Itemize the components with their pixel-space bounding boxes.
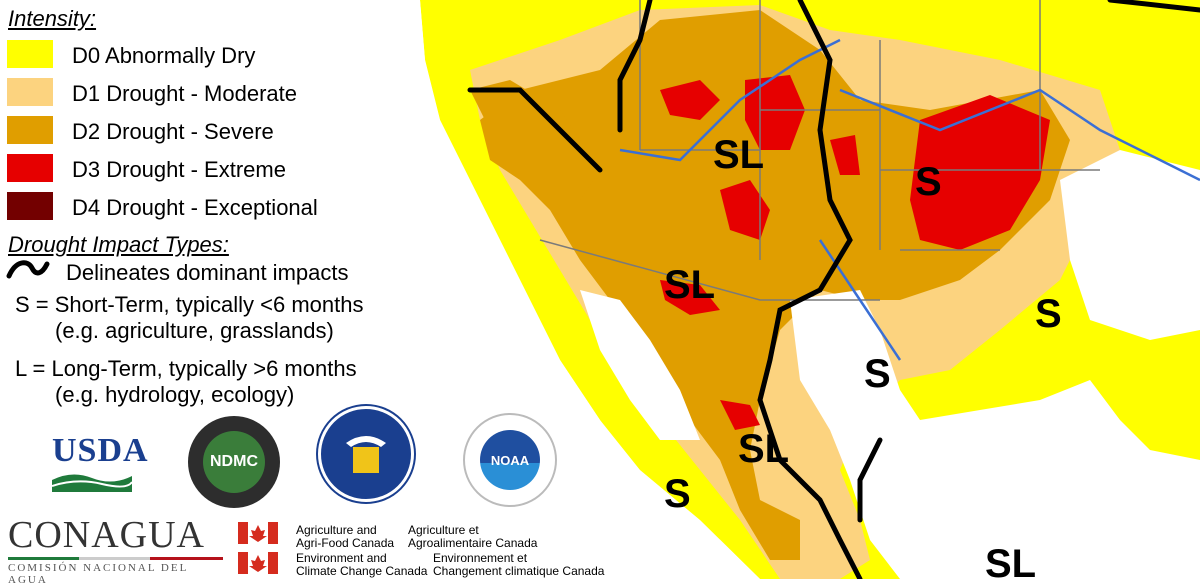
swatch-d2 — [7, 116, 53, 144]
none-texas — [1060, 150, 1200, 340]
ndmc-wordmark: NDMC — [203, 431, 265, 493]
intensity-heading: Intensity: — [8, 6, 97, 31]
impact-label-sl: SL — [713, 133, 765, 177]
impact-label-s: S — [915, 160, 942, 204]
impact-heading: Drought Impact Types: — [8, 232, 229, 257]
conagua-logo: CONAGUA COMISIÓN NACIONAL DEL AGUA — [8, 514, 223, 586]
canada-flag-icon — [238, 552, 278, 574]
ndmc-logo: NDMC — [188, 416, 280, 508]
d3-arizona — [720, 180, 770, 240]
d3-plains — [910, 95, 1050, 250]
long-term-label: L = Long-Term, typically >6 months — [15, 356, 357, 381]
d3-sinaloa — [720, 400, 760, 430]
usda-wordmark: USDA — [52, 432, 149, 469]
legend-label-d3: D3 Drought - Extreme — [72, 157, 286, 182]
conagua-subtitle: COMISIÓN NACIONAL DEL AGUA — [8, 562, 188, 586]
impact-label-sl: SL — [664, 263, 716, 307]
d2-cal — [470, 80, 600, 200]
swatch-d1 — [7, 78, 53, 106]
swatch-d3 — [7, 154, 53, 182]
short-term-label: S = Short-Term, typically <6 months — [15, 292, 364, 317]
swatch-d4 — [7, 192, 53, 220]
none-mexico — [790, 290, 1200, 579]
usda-logo: USDA — [51, 432, 149, 492]
long-term-definition: L = Long-Term, typically >6 months (e.g.… — [15, 356, 357, 408]
legend-label-d1: D1 Drought - Moderate — [72, 81, 297, 106]
conagua-stripe — [8, 557, 223, 560]
canada-flag-icon — [238, 522, 278, 544]
long-term-example: (e.g. hydrology, ecology) — [55, 382, 295, 407]
noaa-logo: NOAA — [463, 413, 557, 507]
impact-label-sl: SL — [985, 542, 1037, 586]
usda-hills-icon — [51, 474, 133, 492]
swatch-d0 — [7, 40, 53, 68]
canada-agri-en: Agriculture and Agri-Food Canada — [296, 523, 395, 550]
d3-sonora — [660, 280, 720, 315]
delineates-label: Delineates dominant impacts — [66, 260, 349, 285]
impact-label-s: S — [864, 352, 891, 396]
department-of-commerce-seal — [318, 406, 414, 502]
canada-agri-fr: Agriculture et Agroalimentaire Canada — [408, 523, 538, 550]
impact-label-sl: SL — [738, 427, 790, 471]
impact-label-s: S — [664, 472, 691, 516]
ocean — [0, 0, 760, 579]
canada-logos: Agriculture and Agri-Food Canada Agricul… — [238, 522, 658, 578]
canada-env-fr: Environnement et Changement climatique C… — [433, 551, 605, 578]
noaa-wordmark: NOAA — [480, 430, 540, 490]
legend-label-d0: D0 Abnormally Dry — [72, 43, 256, 68]
eagle-shield-icon — [346, 436, 386, 473]
short-term-example: (e.g. agriculture, grasslands) — [55, 318, 334, 343]
impact-label-s: S — [1035, 292, 1062, 336]
d3-utah — [660, 80, 720, 120]
impact-line-icon — [6, 260, 50, 279]
legend-label-d2: D2 Drought - Severe — [72, 119, 274, 144]
legend-label-d4: D4 Drought - Exceptional — [72, 195, 318, 220]
conagua-wordmark: CONAGUA — [8, 514, 205, 556]
short-term-definition: S = Short-Term, typically <6 months (e.g… — [15, 292, 363, 344]
canada-env-en: Environment and Climate Change Canada — [296, 551, 428, 578]
none-baja — [580, 290, 700, 440]
d3-nm — [830, 135, 860, 175]
